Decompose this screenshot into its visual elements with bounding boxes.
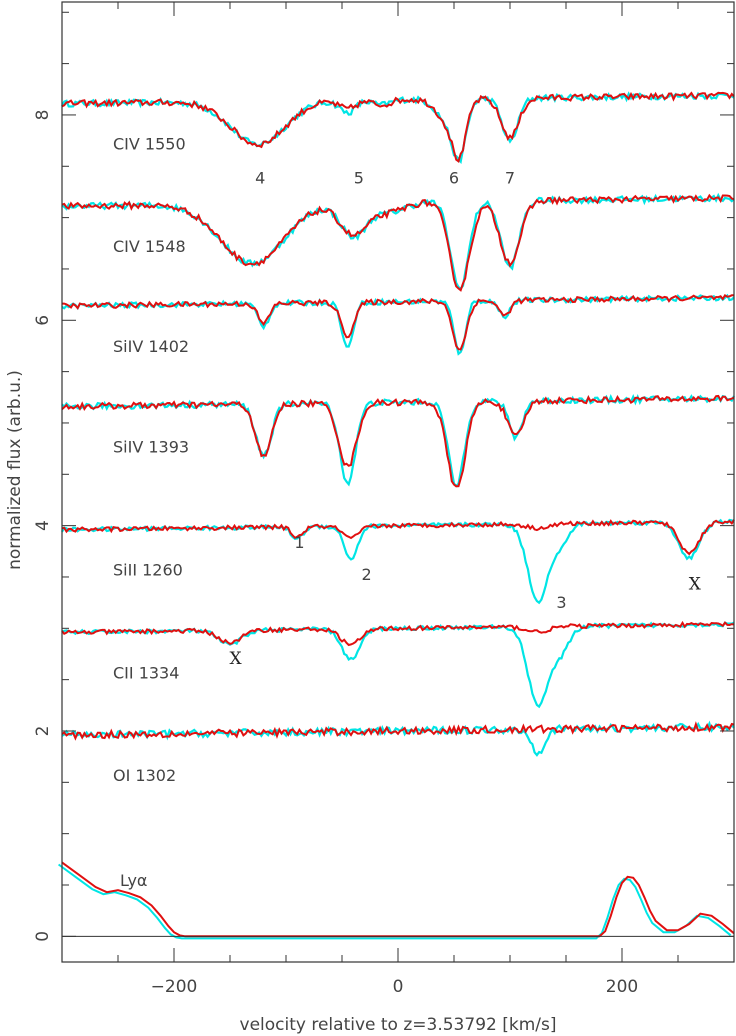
ion-label-3: SiIV 1393 (113, 437, 189, 456)
data-line-2 (62, 294, 734, 351)
ion-label-2: SiIV 1402 (113, 337, 189, 356)
transition-5 (61, 620, 735, 709)
lya-model-line (58, 863, 732, 940)
data-line-6 (61, 721, 735, 741)
y-tick-label-1: 2 (33, 726, 53, 737)
transition-6 (61, 720, 735, 757)
transition-2 (61, 293, 735, 356)
y-axis-title: normalized flux (arb.u.) (5, 370, 25, 570)
y-tick-label-4: 8 (33, 110, 53, 121)
lya-transition (58, 861, 735, 940)
transition-1 (61, 192, 735, 292)
component-label-7: X (689, 574, 702, 594)
axis-layer: −200 0 200 0 2 4 6 8 (33, 1, 735, 997)
y-tick-label-2: 4 (33, 520, 53, 531)
ion-label-1: CIV 1548 (113, 237, 186, 256)
data-line-5 (61, 620, 735, 647)
lya-label: Lyα (120, 871, 147, 890)
transition-0 (61, 91, 735, 165)
x-tick-label-2: 200 (606, 977, 638, 997)
transition-3 (61, 393, 735, 488)
ion-label-4: SiII 1260 (113, 561, 183, 580)
component-label-2: 6 (449, 169, 459, 188)
data-line-0 (61, 91, 735, 163)
data-line-3 (61, 394, 735, 488)
lya-data-line (61, 861, 735, 938)
component-label-5: 2 (362, 565, 372, 584)
y-tick-label-0: 0 (33, 931, 53, 942)
data-line-1 (61, 193, 735, 292)
y-tick-label-3: 6 (33, 315, 53, 326)
transition-4 (61, 518, 735, 605)
data-line-4 (61, 519, 735, 556)
component-label-0: 4 (255, 169, 265, 188)
x-tick-label-1: 0 (393, 977, 404, 997)
ion-label-0: CIV 1550 (113, 135, 186, 154)
component-label-8: X (230, 649, 243, 669)
model-line-1 (61, 192, 735, 291)
component-label-6: 3 (556, 593, 566, 612)
x-axis-title: velocity relative to z=3.53792 [km/s] (240, 1015, 557, 1035)
x-tick-label-0: −200 (151, 977, 198, 997)
component-label-4: 1 (294, 533, 304, 552)
label-layer: CIV 1550 CIV 1548 SiIV 1402 SiIV 1393 SiII 1… (113, 135, 702, 890)
component-label-3: 7 (505, 169, 515, 188)
ion-label-6: OI 1302 (113, 766, 176, 785)
component-label-1: 5 (354, 169, 364, 188)
series-layer (58, 91, 735, 940)
ion-label-5: CII 1334 (113, 663, 179, 682)
